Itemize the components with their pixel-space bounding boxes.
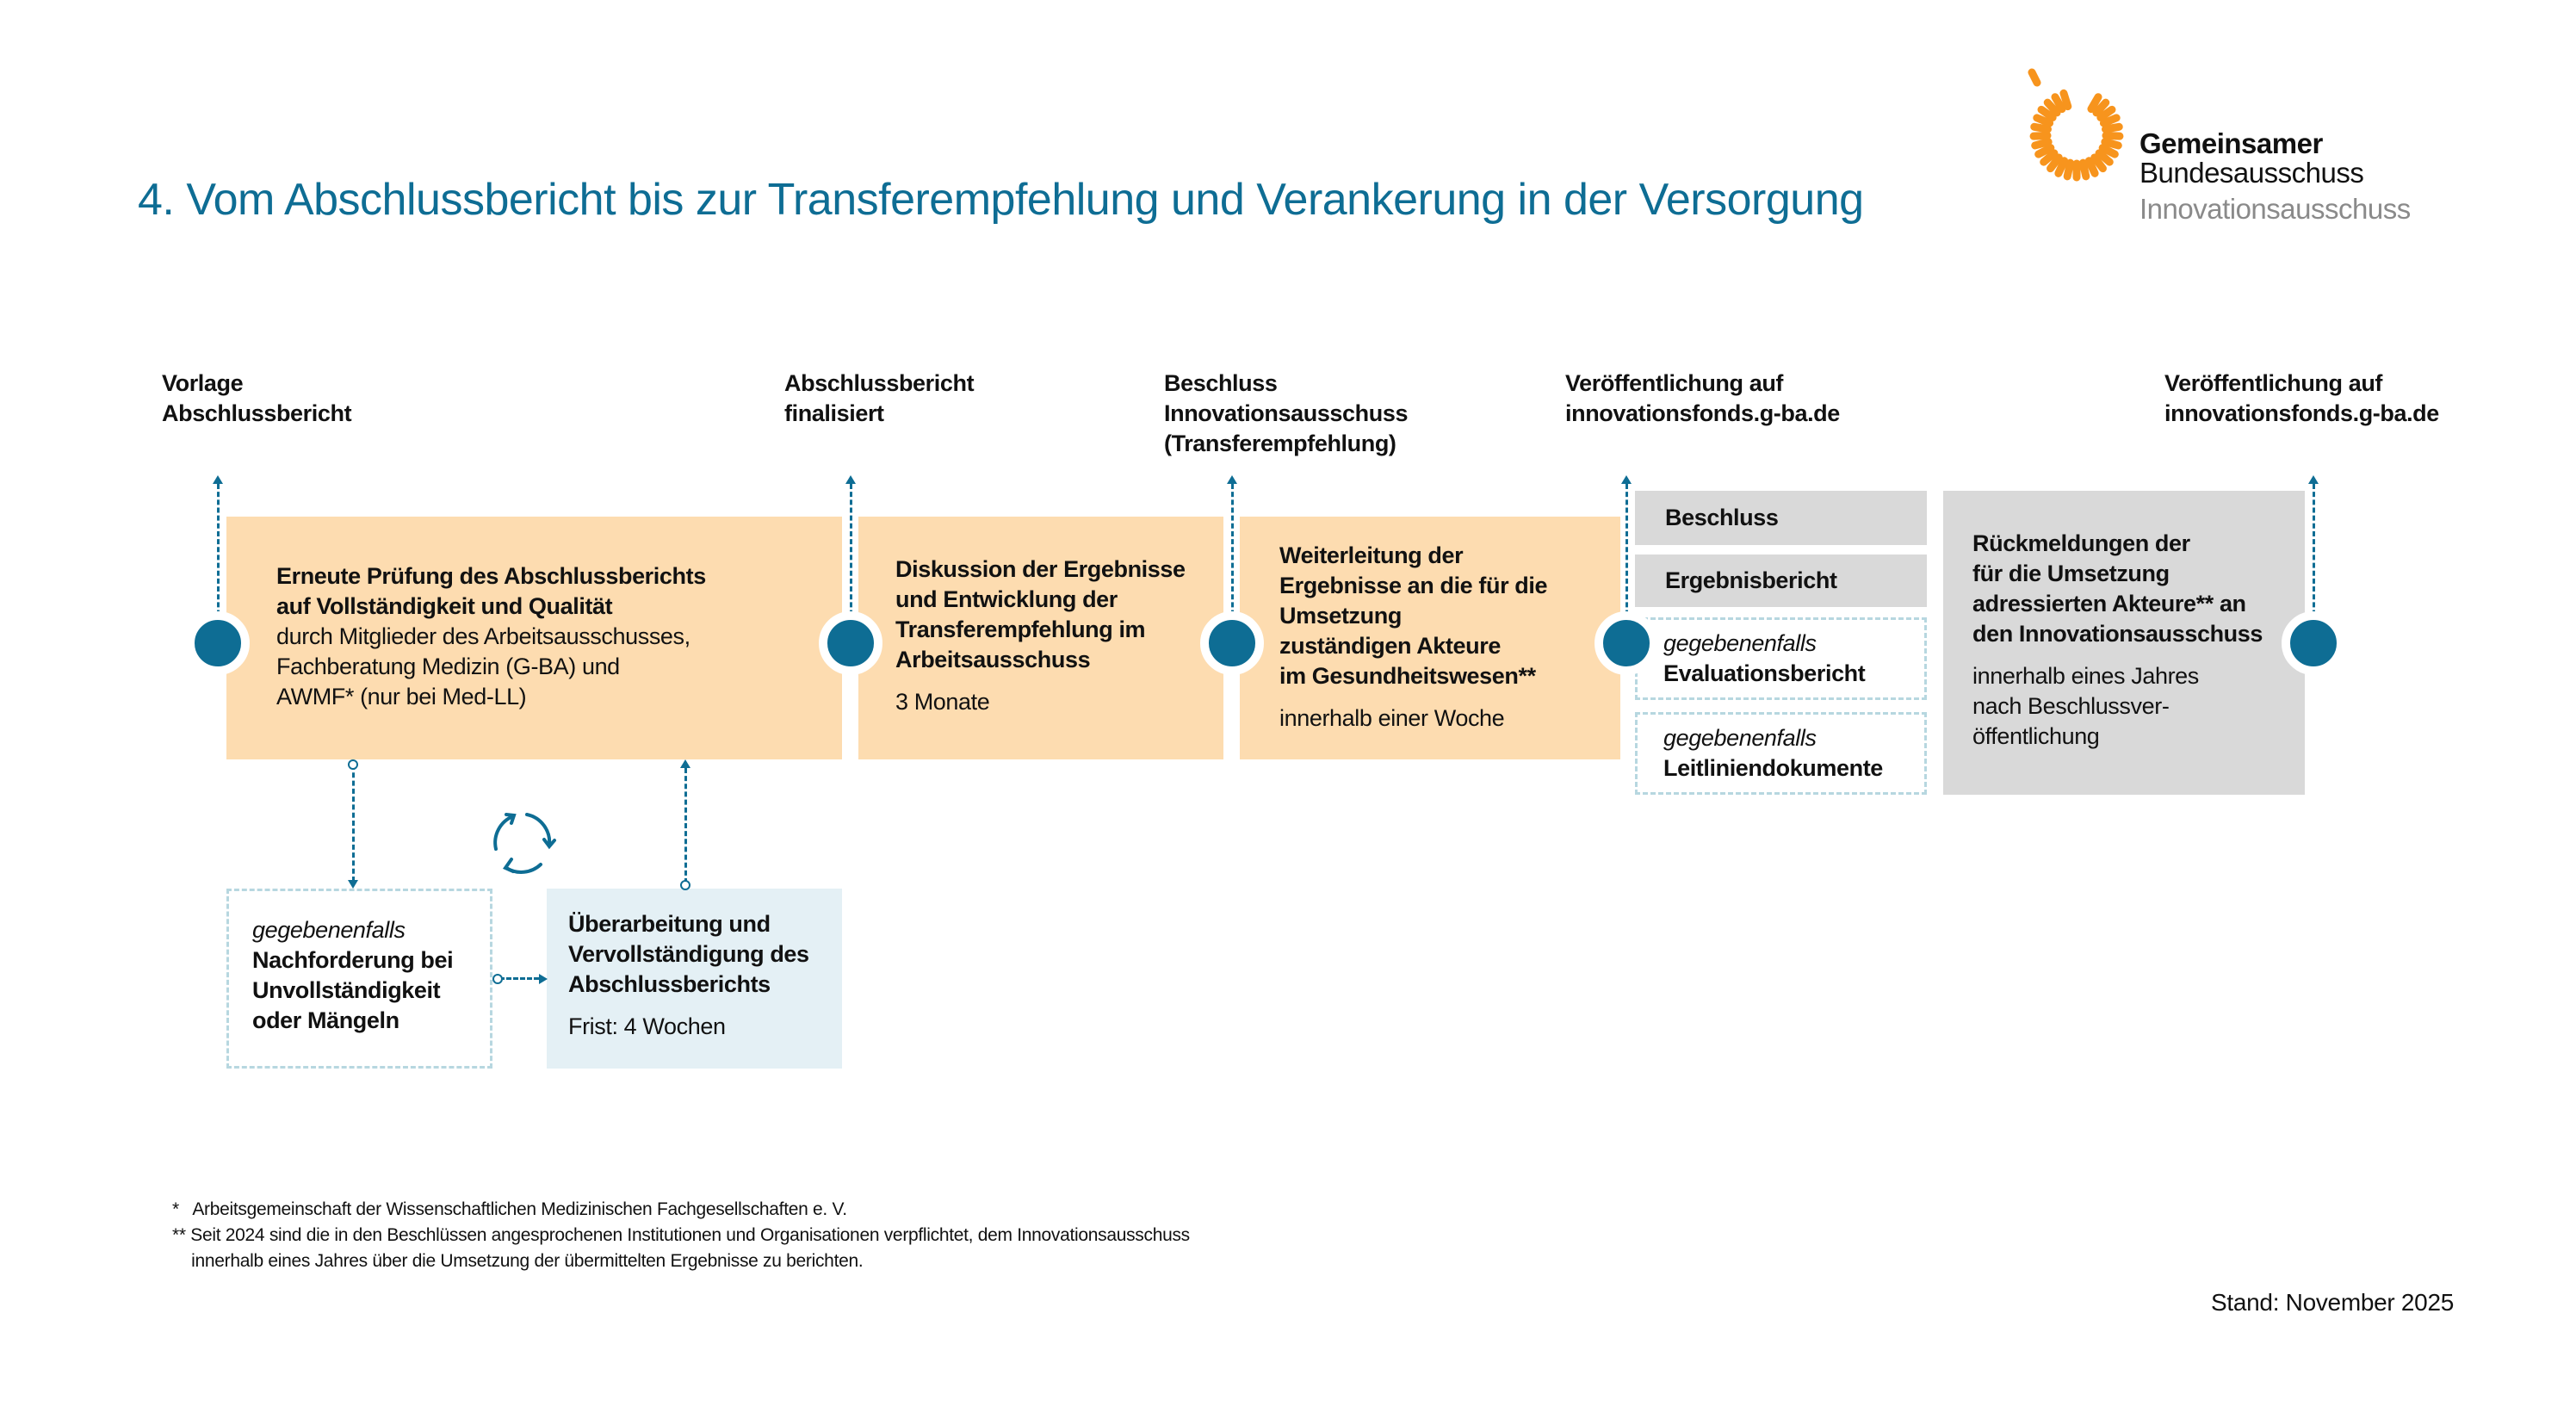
publication-label: Evaluationsbericht bbox=[1663, 660, 1866, 686]
logo-line3: Innovationsausschuss bbox=[2139, 193, 2411, 225]
step-review-box: Erneute Prüfung des Abschlussberichts au… bbox=[226, 517, 842, 759]
arrow-up-icon bbox=[1227, 475, 1237, 484]
timeline-line-3 bbox=[1231, 484, 1234, 639]
milestone-label-1: Vorlage Abschlussbericht bbox=[162, 370, 352, 426]
step-feedback-box: Rückmeldungen der für die Umsetzung adre… bbox=[1943, 491, 2305, 795]
publication-label: Ergebnisbericht bbox=[1665, 567, 1837, 593]
step-review-text: durch Mitglieder des Arbeitsausschusses,… bbox=[276, 623, 690, 709]
arrow-down-icon bbox=[348, 880, 358, 889]
milestone-marker-5 bbox=[2282, 611, 2345, 675]
timeline-line-1 bbox=[217, 484, 220, 639]
step-discussion-title: Diskussion der Ergebnisse und Entwicklun… bbox=[895, 556, 1186, 672]
step-forwarding-title: Weiterleitung der Ergebnisse an die für … bbox=[1279, 542, 1548, 689]
milestone-label-3: Beschluss Innovationsausschuss (Transfer… bbox=[1164, 370, 1409, 456]
arrow-up-icon bbox=[845, 475, 856, 484]
revision-deadline: Frist: 4 Wochen bbox=[568, 1013, 726, 1039]
connector-up bbox=[684, 768, 687, 883]
page-title: 4. Vom Abschlussbericht bis zur Transfer… bbox=[138, 175, 1864, 225]
connector-down bbox=[352, 765, 355, 882]
cycle-arrows-icon bbox=[493, 813, 556, 874]
connector-horizontal bbox=[499, 977, 539, 980]
step-discussion-box: Diskussion der Ergebnisse und Entwicklun… bbox=[858, 517, 1223, 759]
footnote-1: * Arbeitsgemeinschaft der Wissenschaftli… bbox=[172, 1199, 847, 1219]
timeline-line-4 bbox=[1625, 484, 1628, 639]
timeline-line-2 bbox=[850, 484, 852, 639]
connector-dot bbox=[680, 880, 690, 890]
arrow-up-icon bbox=[680, 759, 690, 768]
publication-label: Leitliniendokumente bbox=[1663, 755, 1883, 781]
publication-qualifier: gegebenenfalls bbox=[1663, 630, 1817, 656]
footnote-2: ** Seit 2024 sind die in den Beschlüssen… bbox=[172, 1225, 1190, 1271]
publication-beschluss: Beschluss bbox=[1635, 491, 1927, 545]
step-feedback-duration: innerhalb eines Jahres nach Beschlussver… bbox=[1972, 663, 2199, 749]
milestone-marker-1 bbox=[186, 611, 250, 675]
timeline-line-5 bbox=[2313, 484, 2315, 639]
arrow-up-icon bbox=[1621, 475, 1632, 484]
request-box: gegebenenfalls Nachforderung bei Unvolls… bbox=[226, 889, 492, 1069]
step-forwarding-box: Weiterleitung der Ergebnisse an die für … bbox=[1240, 517, 1620, 759]
connector-dot bbox=[348, 759, 358, 770]
publication-label: Beschluss bbox=[1665, 505, 1779, 530]
sun-logo-icon bbox=[2028, 68, 2124, 182]
step-feedback-title: Rückmeldungen der für die Umsetzung adre… bbox=[1972, 530, 2263, 647]
publication-qualifier: gegebenenfalls bbox=[1663, 725, 1817, 751]
milestone-label-2: Abschlussbericht finalisiert bbox=[784, 370, 975, 426]
publication-evaluationsbericht: gegebenenfalls Evaluationsbericht bbox=[1635, 617, 1927, 700]
step-review-title: Erneute Prüfung des Abschlussberichts au… bbox=[276, 563, 706, 619]
request-qualifier: gegebenenfalls bbox=[252, 917, 406, 943]
step-forwarding-duration: innerhalb einer Woche bbox=[1279, 705, 1505, 731]
arrow-up-icon bbox=[2308, 475, 2319, 484]
publication-ergebnisbericht: Ergebnisbericht bbox=[1635, 555, 1927, 607]
publication-leitliniendokumente: gegebenenfalls Leitliniendokumente bbox=[1635, 712, 1927, 795]
milestone-marker-2 bbox=[819, 611, 882, 675]
step-discussion-duration: 3 Monate bbox=[895, 689, 990, 715]
revision-label: Überarbeitung und Vervollständigung des … bbox=[568, 911, 809, 997]
stand-date: Stand: November 2025 bbox=[2211, 1289, 2454, 1316]
milestone-label-4: Veröffentlichung auf innovationsfonds.g-… bbox=[1565, 370, 1840, 426]
arrow-up-icon bbox=[213, 475, 223, 484]
revision-box: Überarbeitung und Vervollständigung des … bbox=[547, 889, 842, 1069]
logo: Gemeinsamer Bundesausschuss Innovationsa… bbox=[2023, 67, 2505, 231]
milestone-marker-3 bbox=[1200, 611, 1264, 675]
milestone-label-5: Veröffentlichung auf innovationsfonds.g-… bbox=[2164, 370, 2439, 426]
arrow-right-icon bbox=[539, 974, 548, 984]
logo-line2: Bundesausschuss bbox=[2139, 157, 2364, 189]
logo-line1: Gemeinsamer bbox=[2139, 127, 2323, 159]
connector-dot bbox=[492, 974, 503, 984]
request-label: Nachforderung bei Unvollständigkeit oder… bbox=[252, 947, 454, 1033]
milestone-marker-4 bbox=[1595, 611, 1658, 675]
